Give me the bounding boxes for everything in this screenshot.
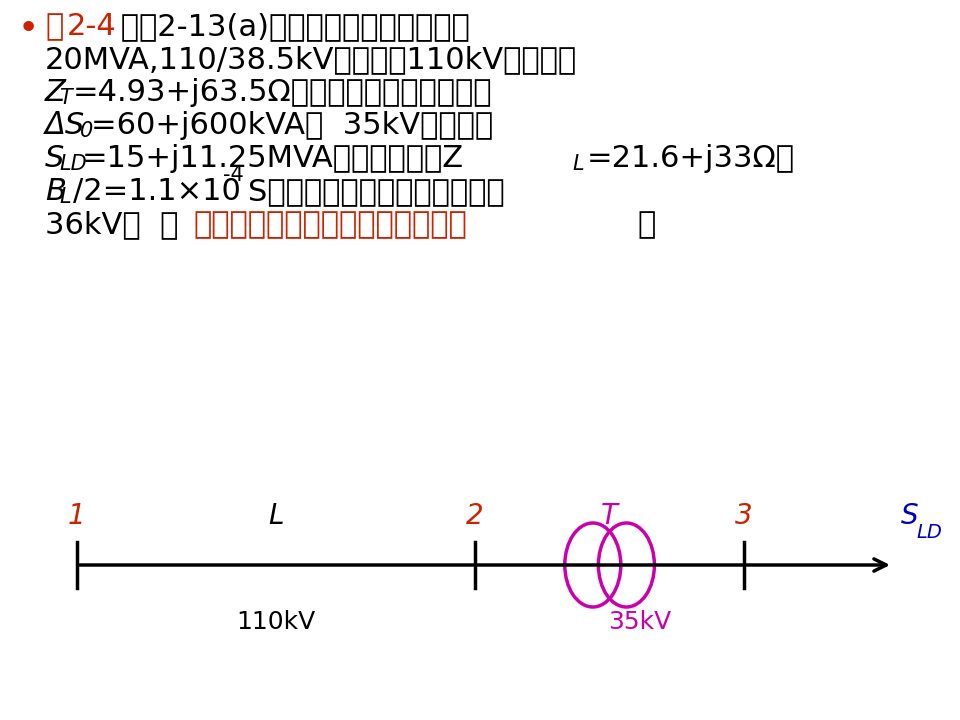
Text: 。: 。	[637, 210, 656, 239]
Text: =60+j600kVA，  35kV侧负荷为: =60+j600kVA， 35kV侧负荷为	[91, 111, 493, 140]
Text: =4.93+j63.5Ω，变压器励磁功率已知为: =4.93+j63.5Ω，变压器励磁功率已知为	[73, 78, 492, 107]
Text: L: L	[268, 502, 284, 530]
Text: 2: 2	[467, 502, 484, 530]
Text: Z: Z	[45, 78, 66, 107]
Text: 0: 0	[80, 121, 93, 141]
Text: ΔS: ΔS	[45, 111, 85, 140]
Text: T: T	[59, 88, 72, 108]
Text: 例: 例	[45, 12, 63, 41]
Text: L: L	[59, 187, 71, 207]
Text: •: •	[18, 12, 39, 46]
Text: -4: -4	[223, 166, 244, 185]
Text: 36kV，  试: 36kV， 试	[45, 210, 179, 239]
Text: S: S	[900, 502, 919, 530]
Text: L: L	[572, 154, 584, 174]
Text: LD: LD	[917, 523, 943, 542]
Text: 3: 3	[735, 502, 753, 530]
Text: 20MVA,110/38.5kV，归算到110kV侧参数为: 20MVA,110/38.5kV，归算到110kV侧参数为	[45, 45, 577, 74]
Text: 2-4: 2-4	[67, 12, 117, 41]
Text: 计算电源处母线电压及输入的功率: 计算电源处母线电压及输入的功率	[193, 210, 467, 239]
Text: S。如要求变压器低压侧电压为: S。如要求变压器低压侧电压为	[248, 177, 505, 207]
Text: =21.6+j33Ω，: =21.6+j33Ω，	[587, 144, 795, 174]
Text: =15+j11.25MVA。线路参数为Z: =15+j11.25MVA。线路参数为Z	[82, 144, 464, 174]
Text: B: B	[45, 177, 66, 207]
Text: T: T	[601, 502, 618, 530]
Text: 110kV: 110kV	[236, 610, 316, 634]
Text: 1: 1	[68, 502, 85, 530]
Text: 35kV: 35kV	[608, 610, 671, 634]
Text: S: S	[45, 144, 64, 174]
Text: LD: LD	[59, 154, 86, 174]
Text: /2=1.1×10: /2=1.1×10	[73, 177, 241, 207]
Text: 如图2-13(a)所示电力系统，变压器为: 如图2-13(a)所示电力系统，变压器为	[111, 12, 469, 41]
